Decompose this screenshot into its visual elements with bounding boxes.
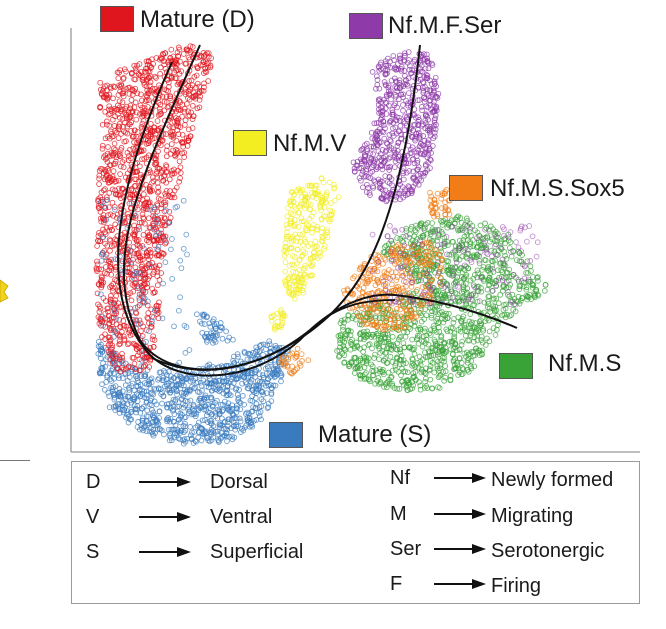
chip-nf-m-s-sox5 bbox=[449, 175, 483, 201]
trajectory-curve bbox=[151, 299, 396, 371]
points-mature-d bbox=[93, 43, 215, 375]
partial-icon bbox=[0, 279, 9, 303]
abbreviation-key: D Dorsal V Ventral S Superficial Nf Newl… bbox=[71, 461, 640, 604]
arrow-icon bbox=[434, 579, 486, 589]
chip-mature-d bbox=[100, 6, 134, 32]
partial-marker bbox=[0, 279, 9, 303]
label-nf-m-s: Nf.M.S bbox=[548, 350, 622, 377]
chip-mature-s bbox=[269, 422, 303, 448]
arrow-icon bbox=[434, 473, 486, 483]
key-abbr-v: V bbox=[86, 506, 100, 528]
key-abbr-f: F bbox=[390, 573, 403, 595]
key-abbr-ser: Ser bbox=[390, 538, 422, 560]
label-mature-s: Mature (S) bbox=[318, 421, 432, 448]
key-def-superficial: Superficial bbox=[210, 541, 304, 563]
plot-axes bbox=[70, 28, 640, 453]
key-def-firing: Firing bbox=[491, 575, 542, 597]
points-mature-s bbox=[95, 311, 291, 447]
chip-nf-m-s bbox=[499, 353, 533, 379]
arrow-icon bbox=[139, 512, 191, 522]
key-def-ventral: Ventral bbox=[210, 506, 273, 528]
label-nf-m-s-sox5: Nf.M.S.Sox5 bbox=[490, 175, 625, 202]
key-abbr-nf: Nf bbox=[390, 467, 410, 489]
divider-line bbox=[0, 460, 30, 461]
label-nf-m-f-ser: Nf.M.F.Ser bbox=[388, 12, 502, 39]
trajectory-curves bbox=[117, 44, 518, 377]
key-def-migrating: Migrating bbox=[491, 505, 574, 527]
points-nf-m-v bbox=[268, 175, 342, 333]
arrow-icon bbox=[139, 477, 191, 487]
key-def-dorsal: Dorsal bbox=[210, 471, 268, 493]
chip-nf-m-f-ser bbox=[349, 13, 383, 39]
cell-points bbox=[93, 43, 549, 447]
label-mature-d: Mature (D) bbox=[140, 6, 255, 33]
key-abbr-d: D bbox=[86, 471, 101, 493]
key-abbr-s: S bbox=[86, 541, 100, 563]
arrow-icon bbox=[434, 509, 486, 519]
arrow-icon bbox=[139, 547, 191, 557]
key-def-serotonergic: Serotonergic bbox=[491, 540, 605, 562]
trajectory-curve bbox=[117, 61, 518, 377]
key-def-newly-formed: Newly formed bbox=[491, 469, 614, 491]
chip-nf-m-v bbox=[233, 130, 267, 156]
points-nf-m-f-ser bbox=[350, 49, 442, 205]
arrow-icon bbox=[434, 544, 486, 554]
label-nf-m-v: Nf.M.V bbox=[273, 130, 347, 157]
key-abbr-m: M bbox=[390, 503, 407, 525]
